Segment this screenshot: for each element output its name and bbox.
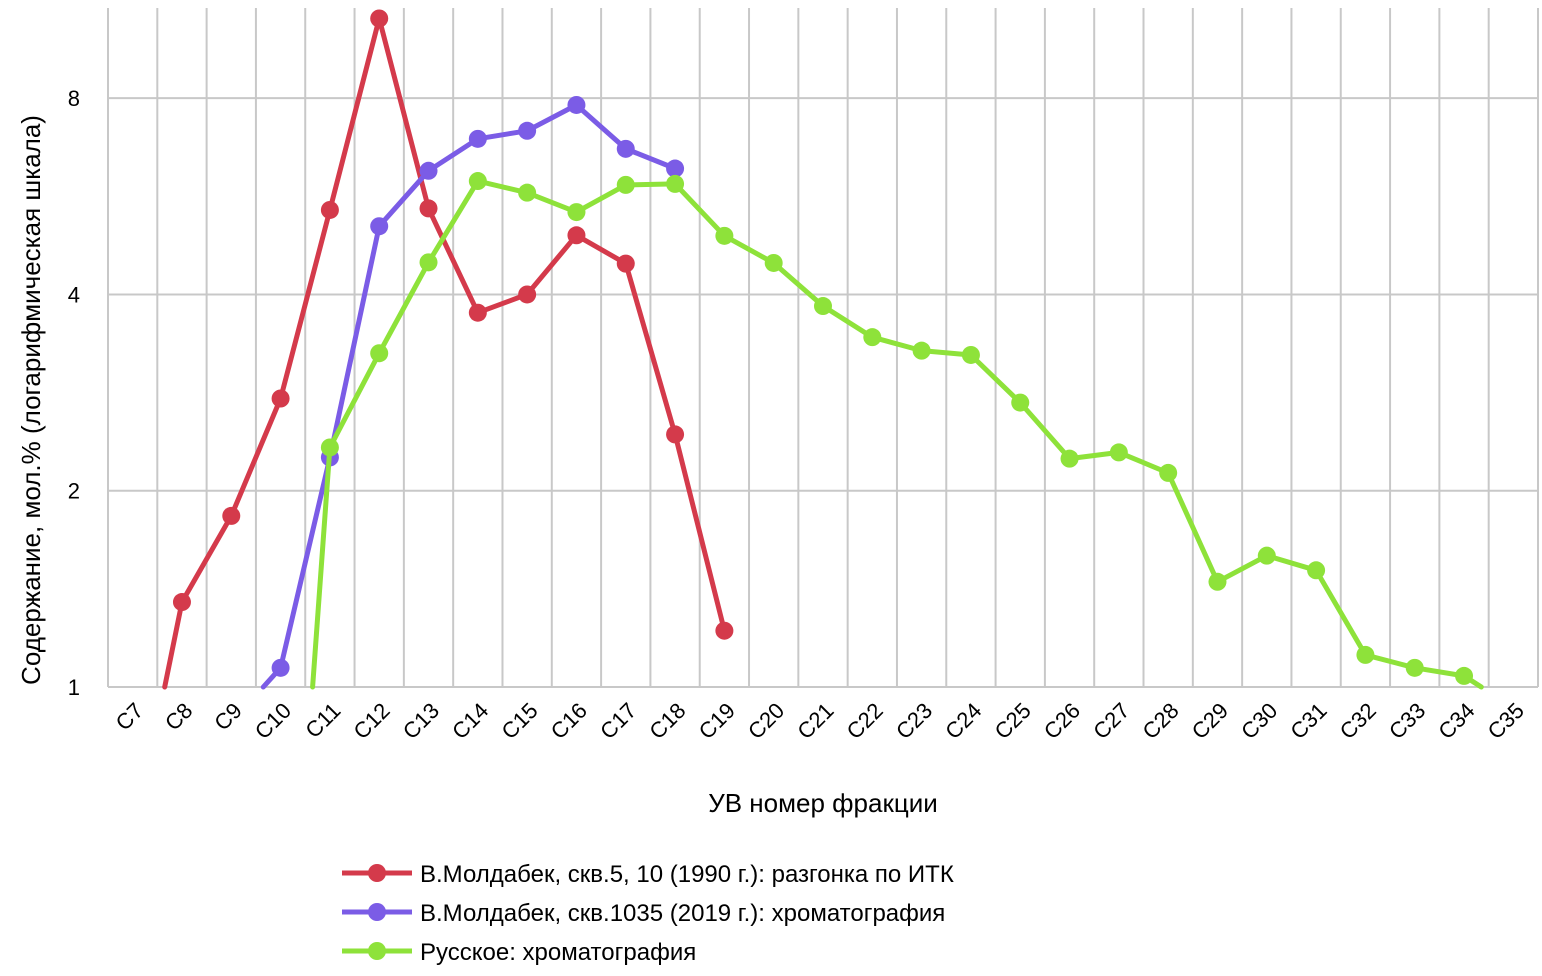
x-tick-label: C30: [1236, 698, 1282, 744]
data-point: [518, 285, 537, 304]
data-point: [1060, 449, 1079, 468]
x-tick-label: C15: [496, 698, 542, 744]
data-point: [1109, 443, 1128, 462]
x-tick-label: C28: [1137, 698, 1183, 744]
data-point: [863, 328, 882, 347]
x-tick-label: C33: [1384, 698, 1430, 744]
legend-marker: [368, 942, 386, 960]
x-tick-label: C9: [209, 698, 247, 736]
data-point: [1455, 666, 1474, 685]
x-tick-label: C31: [1285, 698, 1331, 744]
x-tick-label: C16: [546, 698, 592, 744]
data-point: [419, 199, 438, 218]
y-tick-label: 1: [68, 675, 80, 700]
x-tick-label: C32: [1335, 698, 1381, 744]
x-tick-label: C25: [990, 698, 1036, 744]
data-point: [172, 593, 191, 612]
data-point: [1356, 645, 1375, 664]
x-tick-label: C10: [250, 698, 296, 744]
legend-marker: [368, 903, 386, 921]
x-tick-label: C22: [842, 698, 888, 744]
series-3: [310, 172, 1484, 690]
series-line: [260, 102, 678, 690]
data-point: [616, 254, 635, 273]
data-point: [468, 129, 487, 148]
legend-item-2: В.Молдабек, скв.1035 (2019 г.): хроматог…: [342, 900, 945, 927]
data-point: [271, 389, 290, 408]
data-point: [1011, 393, 1030, 412]
legend-item-3: Русское: хроматография: [342, 939, 696, 966]
x-tick-label: C19: [694, 698, 740, 744]
data-point: [1159, 463, 1178, 482]
x-tick-label: C20: [743, 698, 789, 744]
data-point: [666, 425, 685, 444]
y-axis-ticks: 1 2 4 8: [68, 86, 80, 700]
data-point: [419, 161, 438, 180]
x-tick-label: C12: [349, 698, 395, 744]
y-tick-label: 4: [68, 282, 80, 307]
data-point: [567, 95, 586, 114]
x-tick-label: C26: [1039, 698, 1085, 744]
data-point: [370, 9, 389, 28]
y-tick-label: 2: [68, 479, 80, 504]
y-axis-title: Содержание, мол.% (логарифмическая шкала…: [16, 115, 46, 685]
data-point: [1307, 561, 1326, 580]
legend-marker: [368, 864, 386, 882]
data-point: [567, 226, 586, 245]
data-point: [468, 303, 487, 322]
data-point: [715, 226, 734, 245]
data-point: [715, 621, 734, 640]
x-tick-label: C8: [160, 698, 198, 736]
data-point: [616, 175, 635, 194]
data-point: [419, 253, 438, 272]
legend-item-1: В.Молдабек, скв.5, 10 (1990 г.): разгонк…: [342, 861, 954, 888]
data-point: [1208, 572, 1227, 591]
data-point: [222, 506, 241, 525]
legend-label: Русское: хроматография: [420, 939, 696, 966]
x-tick-label: C13: [398, 698, 444, 744]
x-tick-label: C17: [595, 698, 641, 744]
data-point: [1405, 658, 1424, 677]
legend-label: В.Молдабек, скв.1035 (2019 г.): хроматог…: [420, 900, 945, 927]
series-lines: [162, 9, 1484, 690]
data-point: [1257, 546, 1276, 565]
data-point: [814, 297, 832, 316]
x-axis-ticks: C7 C8 C9 C10 C11 C12 C13 C14 C15 C16 C17 C18 C19 C20 C…: [111, 698, 1529, 744]
x-tick-label: C24: [940, 698, 986, 744]
x-tick-label: C29: [1187, 698, 1233, 744]
x-tick-label: C14: [447, 698, 493, 744]
data-point: [320, 200, 339, 219]
x-tick-label: C18: [644, 698, 690, 744]
data-point: [764, 253, 783, 272]
x-tick-label: C21: [792, 698, 838, 744]
series-line: [162, 16, 727, 690]
legend: В.Молдабек, скв.5, 10 (1990 г.): разгонк…: [342, 861, 954, 966]
x-tick-label: C27: [1088, 698, 1134, 744]
x-tick-label: C35: [1483, 698, 1529, 744]
series-1: [162, 9, 734, 690]
data-point: [271, 658, 290, 677]
data-point: [666, 159, 685, 178]
data-point: [468, 172, 487, 191]
data-point: [518, 121, 537, 140]
data-point: [518, 183, 537, 202]
y-tick-label: 8: [68, 86, 80, 111]
x-tick-label: C11: [300, 698, 345, 743]
data-point: [567, 203, 586, 222]
data-point: [370, 344, 389, 363]
x-axis-title: УВ номер фракции: [708, 788, 938, 818]
series-2: [260, 95, 685, 690]
data-point: [666, 174, 685, 193]
data-point: [616, 139, 635, 158]
legend-label: В.Молдабек, скв.5, 10 (1990 г.): разгонк…: [420, 861, 954, 888]
data-point: [370, 217, 389, 236]
x-tick-label: C23: [891, 698, 937, 744]
x-tick-label: C34: [1433, 698, 1479, 744]
data-point: [320, 438, 339, 457]
data-point: [912, 341, 931, 360]
data-point: [961, 345, 980, 364]
x-tick-label: C7: [111, 698, 149, 736]
